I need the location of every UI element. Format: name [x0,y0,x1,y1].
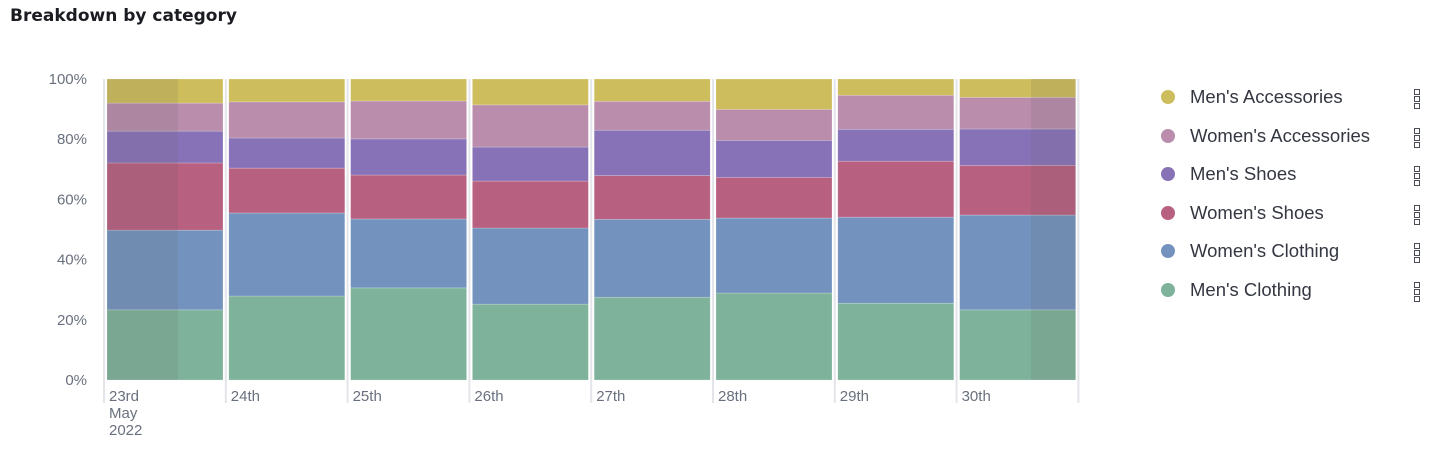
x-tick-label: 27th [596,388,625,405]
legend-label: Men's Clothing [1190,278,1312,300]
y-tick-label: 40% [57,252,87,269]
bar-segment [837,160,955,218]
bar-segment [106,130,224,164]
bar-segment [959,214,1076,311]
bar-segment [106,309,224,381]
legend-color-dot-icon [1161,90,1175,105]
legend-actions-icon[interactable] [1414,243,1422,263]
bar-segment [837,78,955,96]
chart-title: Breakdown by category [10,6,237,26]
bar-segment [593,296,711,381]
y-tick-label: 80% [57,131,87,148]
y-tick-label: 100% [49,71,87,88]
legend-actions-icon[interactable] [1414,281,1422,302]
y-tick-label: 20% [57,312,87,329]
bar-segment [350,138,467,176]
out-of-range-overlay [107,79,178,380]
bar-segment [472,78,589,106]
bar-segment [959,97,1076,130]
bar-segment [959,128,1076,166]
legend-item[interactable]: Men's Clothing [1158,271,1438,310]
bar-segment [472,303,589,381]
bar-segment [472,146,589,182]
out-of-range-overlay [1031,79,1076,380]
legend-color-dot-icon [1161,128,1175,143]
bar-segment [350,174,467,220]
y-tick-label: 0% [65,372,87,389]
bar-segment [593,100,711,131]
bar-segment [593,218,711,298]
legend-label: Men's Accessories [1190,86,1343,108]
bar-segment [715,140,833,178]
bar-segment [472,180,589,229]
bar-segment [350,218,467,289]
legend-item[interactable]: Women's Shoes [1158,194,1438,233]
legend-item[interactable]: Men's Shoes [1158,155,1438,194]
legend-color-dot-icon [1161,205,1175,220]
bar-segment [715,292,833,381]
legend-label: Men's Shoes [1190,163,1297,185]
legend-item[interactable]: Women's Clothing [1158,232,1438,271]
bar-segment [715,109,833,141]
x-sub-label: May [109,405,138,422]
x-sub-label: 2022 [109,422,142,439]
legend-label: Women's Shoes [1190,201,1324,223]
bar-segment [472,227,589,305]
bar-segment [593,78,711,102]
x-tick-label: 29th [840,388,869,405]
bar-segment [959,309,1076,381]
bar-segment [837,216,955,304]
legend-color-dot-icon [1161,167,1175,182]
x-tick-label: 23rd [109,388,139,405]
legend-actions-icon[interactable] [1414,204,1422,225]
bar-segment [715,177,833,219]
bar-segment [106,229,224,311]
bar-segment [228,137,346,169]
bar-segment [228,295,346,381]
legend-actions-icon[interactable] [1414,166,1422,186]
bar-segment [228,212,346,297]
x-tick-label: 26th [474,388,503,405]
bar-segment [350,78,467,102]
bar-segment [959,165,1076,216]
bar-segment [228,78,346,103]
x-tick-label: 25th [353,388,382,405]
chart-legend: Men's Accessories Women's Accessories Men'… [1158,78,1438,309]
legend-label: Women's Clothing [1190,240,1340,262]
legend-label: Women's Accessories [1190,124,1371,146]
y-tick-label: 60% [57,191,87,208]
bar-segment [350,287,467,381]
bar-segment [106,162,224,231]
bar-segment [715,217,833,294]
bar-segment [106,78,224,104]
legend-actions-icon[interactable] [1414,127,1422,148]
legend-item[interactable]: Men's Accessories [1158,78,1438,117]
legend-item[interactable]: Women's Accessories [1158,117,1438,156]
x-tick-label: 30th [962,388,991,405]
legend-color-dot-icon [1161,244,1175,259]
bar-segment [472,104,589,148]
x-tick-label: 28th [718,388,747,405]
x-tick-label: 24th [231,388,260,405]
legend-color-dot-icon [1161,282,1175,297]
bar-segment [837,302,955,381]
bar-segment [350,100,467,140]
bar-segment [228,167,346,214]
stacked-bar-chart: 0% 20% 40% 60% 80% 100% 23rd 24th 25th 26th 27th 28… [49,71,1080,439]
bar-segment [228,101,346,139]
legend-actions-icon[interactable] [1414,89,1422,109]
bar-segment [837,128,955,162]
bar-segment [837,94,955,130]
bar-segment [959,78,1076,98]
bar-segment [593,175,711,220]
bar-segment [593,129,711,176]
bar-segment [715,78,833,110]
